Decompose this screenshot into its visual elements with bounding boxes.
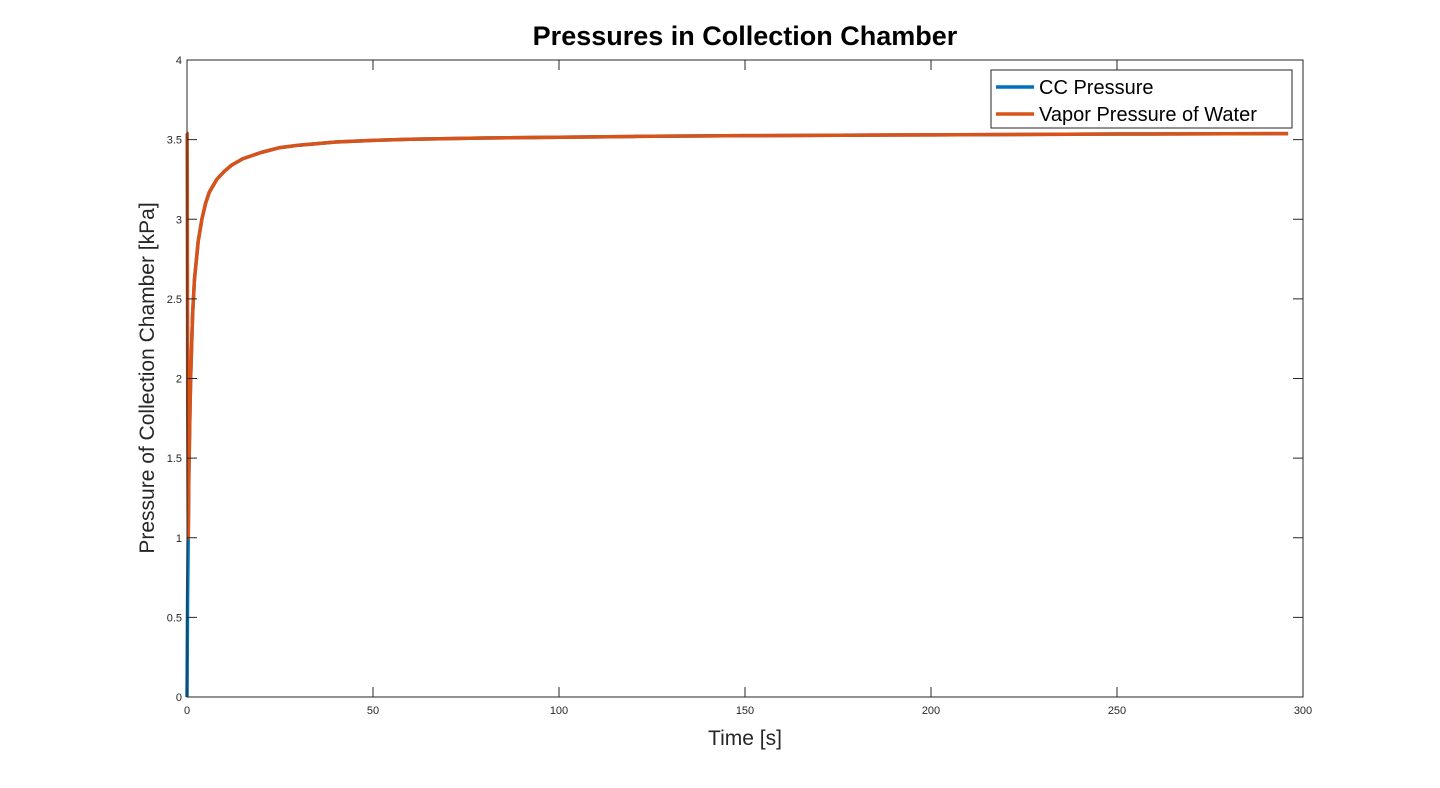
x-tick-label: 300 [1294,705,1312,717]
x-tick-label: 150 [736,705,754,717]
y-tick-label: 0.5 [167,612,182,624]
x-axis-label: Time [s] [708,727,782,750]
series-line-vapor-pressure-of-water [185,131,1289,540]
y-tick-label: 1.5 [167,453,182,465]
y-tick-label: 3 [176,214,182,226]
chart-title: Pressures in Collection Chamber [533,21,958,51]
y-tick-label: 3.5 [167,135,182,147]
x-tick-label: 100 [550,705,568,717]
plot-area [187,60,1303,697]
x-tick-label: 200 [922,705,940,717]
legend-label-cc-pressure: CC Pressure [1039,77,1153,99]
x-tick-label: 50 [367,705,379,717]
legend-label-vapor-pressure: Vapor Pressure of Water [1039,104,1257,126]
y-axis-ticks: 0 0.5 1 1.5 2 2.5 3 3.5 4 [167,55,1303,704]
y-tick-label: 0 [176,692,182,704]
series-layer [185,131,1289,698]
y-tick-label: 4 [176,55,182,67]
y-axis-label: Pressure of Collection Chamber [kPa] [136,202,159,553]
legend: CC Pressure Vapor Pressure of Water [990,69,1293,129]
y-tick-label: 2 [176,374,182,386]
legend-box [990,69,1293,129]
y-tick-label: 2.5 [167,294,182,306]
x-axis-ticks: 0 50 100 150 200 250 300 [184,60,1312,717]
y-tick-label: 1 [176,533,182,545]
x-tick-label: 0 [184,705,190,717]
x-tick-label: 250 [1108,705,1126,717]
